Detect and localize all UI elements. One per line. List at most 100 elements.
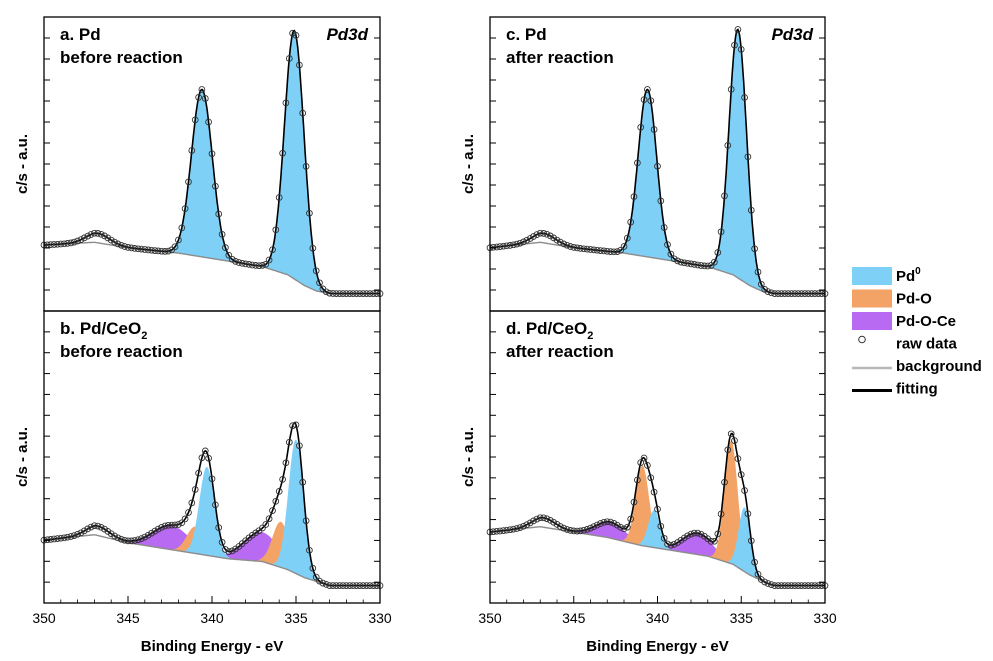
raw-data-point — [164, 247, 172, 255]
raw-data-point — [248, 531, 256, 539]
raw-data-point — [590, 523, 598, 530]
raw-data-point — [252, 529, 260, 537]
raw-data-point — [704, 262, 712, 270]
raw-data-point — [191, 116, 199, 124]
raw-data-point — [798, 582, 805, 589]
raw-data-point — [757, 280, 765, 288]
raw-data-point — [804, 582, 812, 589]
raw-data-point — [77, 529, 85, 537]
raw-data-point — [543, 230, 551, 238]
raw-data-point — [684, 532, 691, 540]
raw-data-point — [329, 290, 337, 297]
raw-data-point — [610, 248, 618, 256]
raw-data-point — [788, 290, 795, 297]
raw-data-point — [164, 521, 172, 529]
legend-label-main: Pd-O-Ce — [896, 313, 956, 330]
raw-data-point — [212, 501, 219, 509]
raw-data-point — [727, 86, 735, 93]
raw-data-point — [540, 514, 547, 522]
x-tick-label: 345 — [562, 610, 586, 626]
raw-data-point — [235, 259, 243, 266]
raw-data-point — [117, 241, 125, 249]
legend-label-main: Pd-O — [896, 291, 932, 308]
raw-data-point — [349, 290, 357, 297]
panel-title-main: c. Pd — [506, 25, 547, 44]
raw-data-point — [640, 96, 648, 103]
raw-data-point — [567, 527, 574, 534]
raw-data-point — [593, 521, 601, 529]
raw-data-point — [620, 243, 628, 250]
raw-data-point — [70, 532, 78, 539]
raw-data-point — [188, 147, 196, 154]
raw-data-point — [577, 245, 584, 252]
raw-data-point — [54, 535, 61, 542]
raw-data-point — [677, 536, 685, 544]
raw-data-point — [178, 519, 186, 527]
raw-data-point — [70, 238, 78, 246]
raw-data-point — [302, 163, 310, 170]
raw-data-point — [623, 523, 631, 531]
y-axis-label: c/s - a.u. — [460, 427, 477, 487]
legend: Pd0 Pd-O Pd-O-Ce raw data background fitting — [852, 266, 982, 398]
legend-label-raw: raw data — [896, 336, 958, 353]
raw-data-point — [326, 289, 333, 297]
raw-data-point — [493, 527, 501, 535]
raw-data-point — [205, 118, 212, 126]
raw-data-point — [567, 243, 574, 250]
fitting-line — [43, 421, 380, 587]
raw-data-point — [346, 290, 354, 297]
raw-data-point — [811, 582, 819, 589]
raw-data-point — [801, 582, 809, 589]
raw-data-point — [744, 153, 752, 161]
raw-data-point — [242, 260, 249, 268]
raw-data-point — [111, 238, 118, 246]
raw-data-point — [296, 61, 303, 69]
legend-label-superscript: 0 — [915, 266, 921, 277]
raw-data-point — [134, 536, 142, 544]
raw-data-point — [761, 578, 769, 586]
raw-data-point — [727, 430, 735, 438]
y-axis-label: c/s - a.u. — [460, 134, 477, 194]
raw-data-point — [238, 259, 246, 267]
raw-data-point — [275, 194, 283, 201]
raw-data-point — [744, 510, 752, 518]
raw-data-point — [359, 582, 367, 589]
raw-data-point — [87, 231, 95, 238]
raw-data-point — [282, 459, 290, 467]
raw-data-point — [627, 218, 635, 226]
raw-data-point — [121, 243, 128, 250]
raw-data-point — [570, 527, 578, 535]
raw-data-point — [794, 582, 802, 589]
raw-data-point — [228, 255, 236, 263]
raw-data-point — [798, 290, 805, 297]
legend-label-main: fitting — [896, 381, 938, 398]
raw-data-point — [366, 290, 374, 297]
raw-data-point — [208, 475, 216, 483]
panel-title-line1: d. Pd/CeO2 — [506, 319, 593, 342]
raw-data-point — [332, 582, 340, 589]
panel-c: c. Pd after reaction Pd3d c/s - a.u. — [460, 16, 829, 312]
raw-data-point — [107, 530, 115, 538]
raw-data-point — [87, 523, 95, 531]
raw-data-point — [54, 240, 61, 248]
raw-data-point — [208, 150, 216, 158]
raw-data-point — [252, 262, 260, 269]
raw-data-point — [282, 99, 290, 107]
raw-data-point — [536, 514, 544, 522]
raw-data-point — [154, 525, 162, 533]
raw-data-point — [697, 262, 705, 269]
raw-data-point — [191, 486, 199, 493]
raw-data-point — [714, 249, 722, 256]
raw-data-point — [343, 290, 350, 297]
raw-data-point — [356, 290, 364, 297]
raw-data-point — [326, 582, 333, 589]
raw-data-point — [751, 558, 758, 566]
raw-data-point — [721, 478, 728, 486]
x-tick-label: 350 — [478, 610, 502, 626]
panel-title-main: a. Pd — [60, 25, 101, 44]
raw-data-point — [711, 537, 718, 545]
raw-data-point — [131, 245, 139, 252]
raw-data-point — [583, 526, 591, 533]
raw-data-point — [714, 530, 722, 538]
raw-data-point — [510, 525, 517, 533]
